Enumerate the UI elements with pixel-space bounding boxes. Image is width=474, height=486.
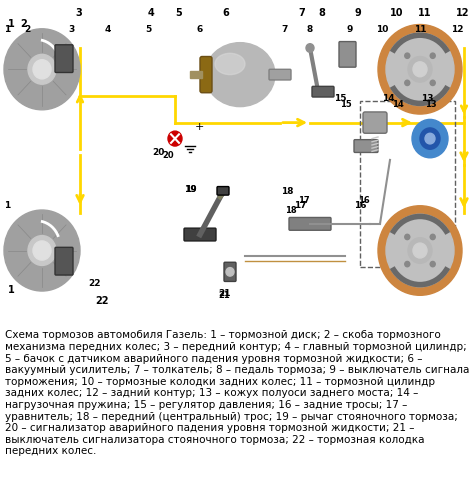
Circle shape: [413, 243, 427, 258]
Circle shape: [168, 131, 182, 146]
Text: 11: 11: [418, 8, 431, 18]
Text: 19: 19: [184, 185, 196, 194]
Text: 22: 22: [95, 296, 109, 306]
Circle shape: [430, 53, 435, 58]
Text: 1: 1: [8, 285, 15, 295]
Text: 2: 2: [24, 25, 30, 35]
FancyBboxPatch shape: [217, 187, 229, 195]
FancyBboxPatch shape: [55, 247, 73, 275]
FancyBboxPatch shape: [289, 217, 331, 230]
Text: 12: 12: [451, 25, 463, 35]
Text: 16: 16: [358, 195, 370, 205]
Text: 2: 2: [20, 18, 27, 29]
Circle shape: [430, 80, 435, 86]
Text: 4: 4: [148, 8, 155, 18]
Circle shape: [412, 120, 448, 158]
Text: 14: 14: [392, 100, 404, 108]
Text: 1: 1: [4, 201, 10, 210]
Text: 7: 7: [298, 8, 305, 18]
Text: 8: 8: [318, 8, 325, 18]
Text: 5: 5: [145, 25, 151, 35]
FancyBboxPatch shape: [224, 262, 236, 281]
Text: 19: 19: [185, 185, 197, 194]
Text: 20: 20: [152, 148, 164, 156]
Circle shape: [430, 234, 435, 240]
Text: Схема тормозов автомобиля Газель: 1 – тормозной диск; 2 – скоба тормозного механ: Схема тормозов автомобиля Газель: 1 – то…: [5, 330, 469, 456]
Circle shape: [408, 56, 432, 82]
Text: 14: 14: [382, 94, 394, 104]
Text: 22: 22: [89, 278, 101, 288]
Text: 10: 10: [376, 25, 388, 35]
Text: 6: 6: [222, 8, 229, 18]
Text: 3: 3: [75, 8, 82, 18]
Text: 15: 15: [340, 100, 352, 108]
FancyBboxPatch shape: [339, 42, 356, 67]
Text: 20: 20: [162, 151, 173, 160]
FancyBboxPatch shape: [363, 112, 387, 133]
Circle shape: [386, 214, 454, 287]
Circle shape: [405, 80, 410, 86]
Circle shape: [413, 62, 427, 77]
Circle shape: [420, 128, 440, 149]
Circle shape: [33, 60, 51, 79]
Text: 7: 7: [282, 25, 288, 35]
Ellipse shape: [205, 43, 275, 106]
Text: 3: 3: [69, 25, 75, 35]
FancyBboxPatch shape: [55, 45, 73, 72]
FancyBboxPatch shape: [269, 69, 291, 80]
Circle shape: [405, 234, 410, 240]
Circle shape: [28, 236, 56, 265]
Text: 13: 13: [425, 100, 437, 108]
Text: 18: 18: [281, 187, 293, 196]
FancyBboxPatch shape: [312, 87, 334, 97]
Text: 10: 10: [390, 8, 403, 18]
Circle shape: [378, 206, 462, 295]
Circle shape: [425, 133, 435, 144]
Text: 18: 18: [285, 206, 297, 215]
Text: 6: 6: [197, 25, 203, 35]
Circle shape: [28, 54, 56, 84]
Circle shape: [306, 44, 314, 52]
Circle shape: [408, 238, 432, 263]
Text: 9: 9: [355, 8, 362, 18]
Text: 4: 4: [105, 25, 111, 35]
Text: 17: 17: [294, 201, 306, 210]
Circle shape: [386, 33, 454, 105]
Text: 11: 11: [414, 25, 426, 35]
Circle shape: [226, 268, 234, 276]
Bar: [190, 71, 202, 78]
Circle shape: [405, 261, 410, 267]
Circle shape: [378, 24, 462, 114]
Circle shape: [405, 53, 410, 58]
Text: 16: 16: [354, 201, 366, 210]
Text: 17: 17: [298, 195, 310, 205]
Circle shape: [4, 29, 80, 110]
Text: 1: 1: [8, 18, 15, 29]
Text: 13: 13: [421, 94, 433, 104]
Text: 8: 8: [307, 25, 313, 35]
Text: 9: 9: [347, 25, 353, 35]
Text: 15: 15: [334, 94, 346, 104]
FancyBboxPatch shape: [200, 56, 212, 93]
Ellipse shape: [215, 53, 245, 75]
Circle shape: [33, 241, 51, 260]
Text: 12: 12: [456, 8, 470, 18]
FancyBboxPatch shape: [354, 139, 378, 153]
FancyBboxPatch shape: [184, 228, 216, 241]
Text: +: +: [195, 122, 208, 132]
Text: 21: 21: [219, 289, 231, 298]
Circle shape: [4, 210, 80, 291]
Text: 5: 5: [175, 8, 182, 18]
Text: 1: 1: [4, 25, 10, 35]
Text: 21: 21: [218, 292, 230, 300]
Circle shape: [430, 261, 435, 267]
